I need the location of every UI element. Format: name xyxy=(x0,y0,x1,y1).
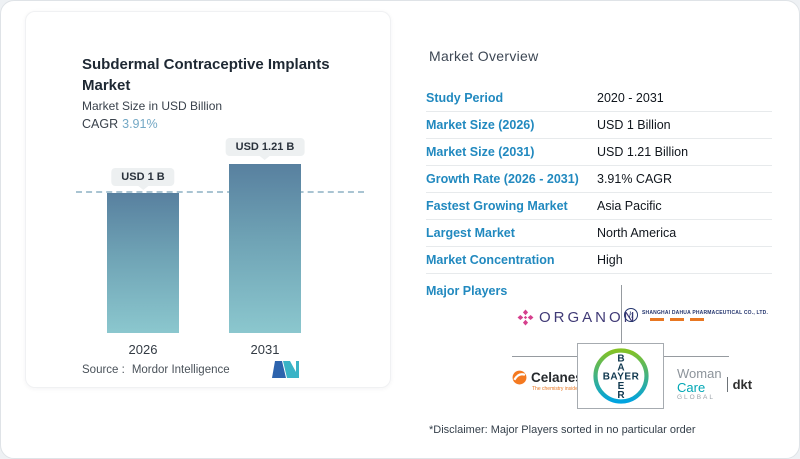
bar-2031 xyxy=(229,164,301,333)
source-name: Mordor Intelligence xyxy=(131,364,230,376)
source-label: Source : xyxy=(82,364,125,376)
table-row: Largest Market North America xyxy=(426,220,772,247)
chart-cagr-line: CAGR 3.91% xyxy=(82,117,158,131)
x-axis-label-2026: 2026 xyxy=(128,342,158,357)
cagr-label: CAGR xyxy=(82,117,119,131)
row-value: Asia Pacific xyxy=(597,199,662,213)
womancare-word-woman: Woman xyxy=(677,366,722,381)
mordor-intelligence-logo-icon xyxy=(272,361,299,378)
table-row: Growth Rate (2026 - 2031) 3.91% CAGR xyxy=(426,166,772,193)
tree-horizontal-connector-left xyxy=(512,356,577,357)
celanese-swoosh-icon xyxy=(512,370,527,385)
bar-value-label-2031: USD 1.21 B xyxy=(225,138,305,156)
dahua-tagline-decoration xyxy=(650,317,708,321)
market-chart-card: Subdermal Contraceptive Implants Market … xyxy=(25,11,391,388)
womancare-word-global: GLOBAL xyxy=(677,394,716,402)
organon-wordmark: ORGANON xyxy=(539,309,638,326)
source-attribution: Source : Mordor Intelligence xyxy=(82,364,230,376)
dkt-wordmark: dkt xyxy=(726,377,752,393)
table-row: Fastest Growing Market Asia Pacific xyxy=(426,193,772,220)
overview-title: Market Overview xyxy=(429,48,539,64)
overview-table: Study Period 2020 - 2031 Market Size (20… xyxy=(426,85,772,274)
row-value: North America xyxy=(597,226,677,240)
table-row: Market Concentration High xyxy=(426,247,772,274)
celanese-logo: Celanese The chemistry inside innovation xyxy=(512,370,602,392)
bayer-vertical-letter: E xyxy=(617,381,624,392)
table-row: Market Size (2026) USD 1 Billion xyxy=(426,112,772,139)
bayer-horizontal-word: BAYER xyxy=(602,372,639,383)
bayer-logo-box: BAYER B A E R xyxy=(577,343,664,409)
organon-logo: ORGANON xyxy=(517,309,638,326)
shanghai-dahua-logo: h SHANGHAI DAHUA PHARMACEUTICAL CO., LTD… xyxy=(624,308,774,322)
bar-value-label-2026: USD 1 B xyxy=(111,168,175,186)
row-value: USD 1 Billion xyxy=(597,118,671,132)
bayer-vertical-letter: B xyxy=(617,354,624,365)
bayer-vertical-letter: R xyxy=(617,390,625,401)
x-axis-label-2031: 2031 xyxy=(250,342,280,357)
reference-dashed-line xyxy=(76,191,364,193)
bar-2026 xyxy=(107,193,179,333)
tree-vertical-connector xyxy=(621,285,622,343)
chart-subtitle: Market Size in USD Billion xyxy=(82,99,223,113)
row-label: Market Size (2026) xyxy=(426,118,535,132)
major-players-label: Major Players xyxy=(426,284,508,298)
row-label: Growth Rate (2026 - 2031) xyxy=(426,172,579,186)
dahua-icon-letter: h xyxy=(628,310,634,320)
womancare-word-care: Care xyxy=(677,379,706,395)
row-label: Largest Market xyxy=(426,226,515,240)
dahua-wordmark: SHANGHAI DAHUA PHARMACEUTICAL CO., LTD. xyxy=(642,309,769,316)
celanese-tagline: The chemistry inside innovation xyxy=(532,386,603,392)
organon-flower-icon xyxy=(517,309,534,326)
womancare-global-logo: Woman Care GLOBAL dkt xyxy=(677,367,752,402)
dahua-circle-icon: h xyxy=(624,308,638,322)
row-label: Study Period xyxy=(426,91,504,105)
row-value: High xyxy=(597,253,623,267)
chart-title: Subdermal Contraceptive Implants Market xyxy=(82,56,330,94)
cagr-value: 3.91% xyxy=(122,117,158,131)
row-value: 3.91% CAGR xyxy=(597,172,673,186)
row-value: USD 1.21 Billion xyxy=(597,145,689,159)
tree-horizontal-connector-right xyxy=(664,356,729,357)
row-value: 2020 - 2031 xyxy=(597,91,664,105)
disclaimer-text: *Disclaimer: Major Players sorted in no … xyxy=(429,424,696,436)
row-label: Fastest Growing Market xyxy=(426,199,568,213)
row-label: Market Concentration xyxy=(426,253,555,267)
celanese-wordmark: Celanese xyxy=(531,370,591,385)
bayer-cross-icon: BAYER B A E R xyxy=(592,348,649,404)
table-row: Market Size (2031) USD 1.21 Billion xyxy=(426,139,772,166)
table-row: Study Period 2020 - 2031 xyxy=(426,85,772,112)
bayer-vertical-letter: A xyxy=(617,363,624,374)
row-label: Market Size (2031) xyxy=(426,145,535,159)
